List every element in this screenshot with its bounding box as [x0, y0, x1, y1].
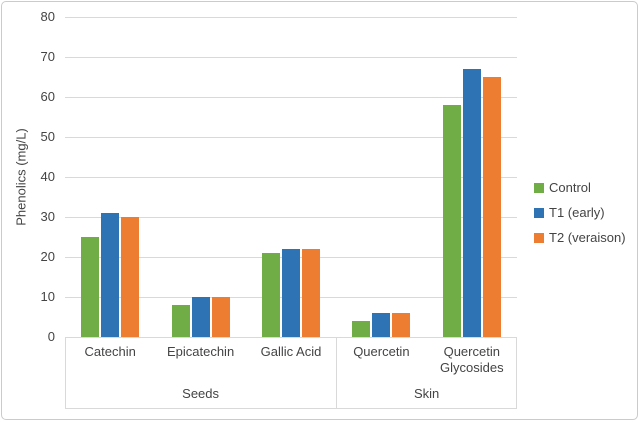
y-tick-label: 0 — [47, 329, 55, 344]
category-label-epicatechin: Epicatechin — [166, 344, 235, 359]
category-label-catechin: Catechin — [84, 344, 136, 359]
gridline — [65, 57, 517, 58]
y-tick-label: 60 — [40, 89, 55, 104]
gridline — [65, 137, 517, 138]
legend-item-control: Control — [534, 175, 626, 200]
category-axis: Catechin Epicatechin Gallic Acid Quercetin Q… — [65, 337, 517, 409]
legend: Control T1 (early) T2 (veraison) — [534, 175, 626, 250]
category-label-quercetin-glycosides: Quercetin Glycosides — [440, 344, 504, 375]
bar-control-quercetin — [352, 321, 371, 337]
bar-control-epicatechin — [171, 305, 190, 337]
legend-swatch-t2-veraison — [534, 232, 544, 243]
bar-t1-early-gallic-acid — [282, 249, 300, 337]
legend-label: T1 (early) — [549, 205, 605, 220]
bar-control-gallic-acid — [262, 253, 280, 337]
group-divider — [516, 338, 517, 408]
bar-t2-veraison-quercetin-glycosides — [482, 77, 501, 337]
y-tick-label: 40 — [40, 169, 55, 184]
y-tick-label: 80 — [40, 9, 55, 24]
category-label-quercetin: Quercetin — [353, 344, 410, 359]
bar-t2-veraison-quercetin — [392, 313, 411, 337]
bar-t1-early-epicatechin — [191, 297, 210, 337]
y-axis-tick-labels: 0 10 20 30 40 50 60 70 80 — [21, 0, 55, 422]
bar-control-quercetin-glycosides — [442, 105, 461, 337]
group-divider — [65, 338, 66, 408]
y-tick-label: 30 — [40, 209, 55, 224]
legend-swatch-t1-early — [534, 207, 544, 218]
legend-item-t2-veraison: T2 (veraison) — [534, 225, 626, 250]
gridline — [65, 217, 517, 218]
gridline — [65, 97, 517, 98]
y-tick-label: 50 — [40, 129, 55, 144]
group-divider — [336, 338, 338, 408]
bar-t1-early-quercetin — [372, 313, 391, 337]
bar-control-catechin — [81, 237, 100, 337]
legend-swatch-control — [534, 182, 544, 193]
legend-label: Control — [549, 180, 591, 195]
bar-t1-early-quercetin-glycosides — [462, 69, 481, 337]
gridline — [65, 177, 517, 178]
legend-item-t1-early: T1 (early) — [534, 200, 626, 225]
bar-t2-veraison-catechin — [121, 217, 140, 337]
group-label-seeds: Seeds — [182, 386, 220, 401]
group-label-skin: Skin — [413, 386, 440, 401]
y-tick-label: 70 — [40, 49, 55, 64]
bar-t2-veraison-gallic-acid — [302, 249, 320, 337]
category-label-gallic-acid: Gallic Acid — [260, 344, 322, 359]
y-tick-label: 20 — [40, 249, 55, 264]
y-tick-label: 10 — [40, 289, 55, 304]
legend-label: T2 (veraison) — [549, 230, 626, 245]
bar-t1-early-catechin — [101, 213, 120, 337]
plot-area — [65, 17, 517, 337]
bar-t2-veraison-epicatechin — [211, 297, 230, 337]
gridline — [65, 17, 517, 18]
